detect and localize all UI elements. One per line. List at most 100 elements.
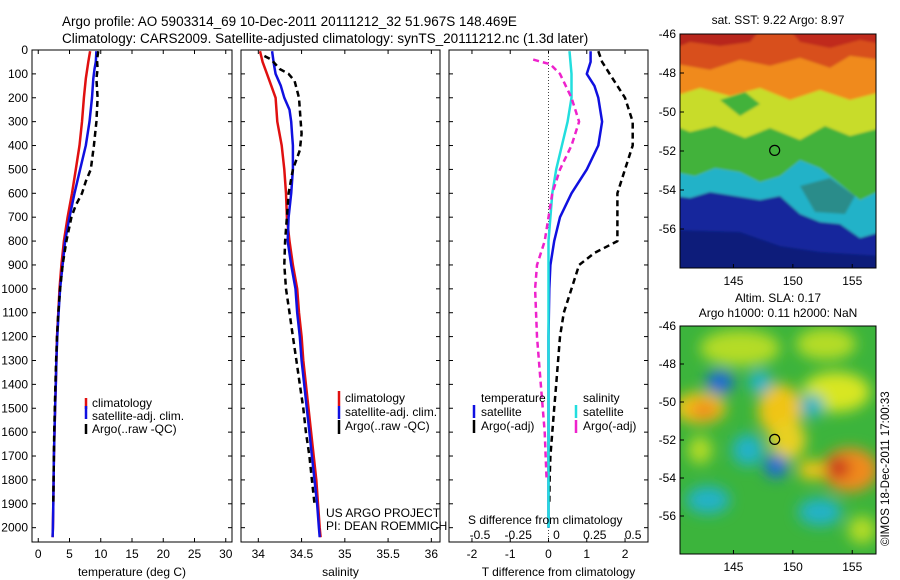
map-y-tick-label: -54: [659, 183, 677, 197]
y-tick-label: 1800: [1, 473, 28, 487]
axes-layer: 0100200300400500600700800900100011001200…: [1, 43, 648, 579]
x-axis-label: salinity: [322, 565, 359, 579]
float-position-marker: [769, 433, 781, 445]
sla-map-image: [680, 326, 876, 554]
x-tick-label: 5: [66, 547, 73, 561]
x-tick-label: 36: [425, 547, 439, 561]
s-tick-label: 0.25: [583, 528, 607, 542]
s-tick-label: -0.5: [470, 528, 491, 542]
series-line-s_satellite: [547, 51, 573, 528]
project-credit: US ARGO PROJECT: [326, 506, 441, 520]
y-tick-label: 1000: [1, 282, 28, 296]
header-title: Argo profile: AO 5903314_69 10-Dec-2011 …: [62, 14, 517, 29]
legend-s-argo-label: Argo(-adj): [583, 419, 636, 433]
map-y-tick-label: -56: [659, 509, 677, 523]
legend-s-satellite-label: satellite: [583, 405, 624, 419]
series-line-argo: [52, 51, 100, 504]
map-y-tick-label: -50: [659, 395, 677, 409]
y-tick-label: 1900: [1, 497, 28, 511]
float-position-marker: [769, 144, 781, 156]
y-tick-label: 600: [8, 186, 28, 200]
series-layer: [51, 50, 634, 538]
temperature-legend: climatology satellite-adj. clim. Argo(..…: [84, 396, 184, 436]
map-x-tick-label: 155: [842, 274, 862, 288]
series-line-argo: [263, 54, 316, 504]
legend-temperature-title: temperature: [481, 391, 546, 405]
header-subtitle: Climatology: CARS2009. Satellite-adjuste…: [62, 31, 588, 46]
y-tick-label: 1400: [1, 377, 28, 391]
legend-satellite-label: satellite-adj. clim.: [345, 405, 437, 419]
y-tick-label: 0: [21, 43, 28, 57]
y-tick-label: 1700: [1, 449, 28, 463]
map-y-tick-label: -46: [659, 27, 677, 41]
y-tick-label: 1100: [2, 306, 28, 320]
y-tick-label: 900: [8, 258, 28, 272]
y-tick-label: 700: [8, 210, 28, 224]
sst-map-title: sat. SST: 9.22 Argo: 8.97: [712, 13, 845, 27]
sst-map-image: [680, 34, 876, 268]
x-tick-label: 30: [219, 547, 233, 561]
y-tick-label: 1200: [1, 330, 28, 344]
series-line-s_argo: [532, 58, 581, 480]
map-y-tick-label: -56: [659, 222, 677, 236]
legend-climatology-label: climatology: [92, 396, 152, 410]
map-x-tick-label: 150: [783, 274, 803, 288]
pi-credit: PI: DEAN ROEMMICH: [326, 519, 447, 533]
map-y-tick-label: -54: [659, 471, 677, 485]
x-tick-label: 10: [94, 547, 108, 561]
x-tick-label: 0: [545, 547, 552, 561]
map-x-tick-label: 150: [783, 560, 803, 574]
map-y-tick-label: -52: [659, 433, 677, 447]
map-y-tick-label: -46: [659, 319, 677, 333]
sla-map-title: Altim. SLA: 0.17: [735, 291, 821, 305]
legend-satellite-label: satellite-adj. clim.: [92, 409, 184, 423]
x-axis-label: temperature (deg C): [78, 565, 186, 579]
map-y-tick-label: -50: [659, 105, 677, 119]
x-tick-label: 1: [583, 547, 590, 561]
y-tick-label: 200: [8, 91, 28, 105]
y-tick-label: 1500: [1, 401, 28, 415]
x-tick-label: 15: [125, 547, 139, 561]
y-tick-label: 1600: [1, 425, 28, 439]
x-tick-label: 2: [622, 547, 629, 561]
s-tick-label: -0.25: [505, 528, 533, 542]
x-tick-label: 20: [157, 547, 171, 561]
x-tick-label: 34: [252, 547, 266, 561]
legend-salinity-title: salinity: [583, 391, 620, 405]
y-tick-label: 100: [8, 67, 28, 81]
x-tick-label: 35: [338, 547, 352, 561]
x-tick-label: 34.5: [290, 547, 314, 561]
x-tick-label: -1: [505, 547, 516, 561]
map-y-tick-label: -48: [659, 66, 677, 80]
s-difference-axis-label: S difference from climatology: [468, 513, 623, 527]
salinity-legend: climatology satellite-adj. clim. Argo(..…: [337, 391, 437, 434]
series-line-satellite: [270, 51, 321, 538]
legend-argo-label: Argo(..raw -QC): [345, 419, 430, 433]
y-tick-label: 2000: [1, 521, 28, 535]
x-tick-label: -2: [467, 547, 478, 561]
x-tick-label: 35.5: [376, 547, 400, 561]
legend-t-satellite-label: satellite: [481, 405, 522, 419]
salinity-panel: [240, 49, 441, 543]
series-line-climatology: [258, 50, 322, 538]
x-tick-label: 25: [188, 547, 202, 561]
y-tick-label: 500: [8, 162, 28, 176]
difference-legend: temperature satellite Argo(-adj) salinit…: [472, 391, 636, 433]
y-tick-label: 300: [8, 115, 28, 129]
series-line-t_argo: [548, 50, 634, 504]
map-axes-layer: -46 -48 -50 -52 -54 -56 145 150 155 -46 -48 -50 -52 -…: [659, 27, 863, 574]
s-tick-label: 0: [553, 528, 560, 542]
y-tick-label: 400: [8, 139, 28, 153]
sla-map-subtitle: Argo h1000: 0.11 h2000: NaN: [699, 306, 858, 320]
legend-argo-label: Argo(..raw -QC): [92, 422, 177, 436]
s-tick-label: 0.5: [625, 528, 642, 542]
imos-credit: ©IMOS 18-Dec-2011 17:00:33: [880, 391, 892, 546]
x-tick-label: 0: [35, 547, 42, 561]
y-tick-label: 1300: [1, 353, 28, 367]
y-tick-label: 800: [8, 234, 28, 248]
map-y-tick-label: -48: [659, 357, 677, 371]
legend-climatology-label: climatology: [345, 391, 405, 405]
map-y-tick-label: -52: [659, 144, 677, 158]
x-axis-label: T difference from climatology: [482, 565, 636, 579]
